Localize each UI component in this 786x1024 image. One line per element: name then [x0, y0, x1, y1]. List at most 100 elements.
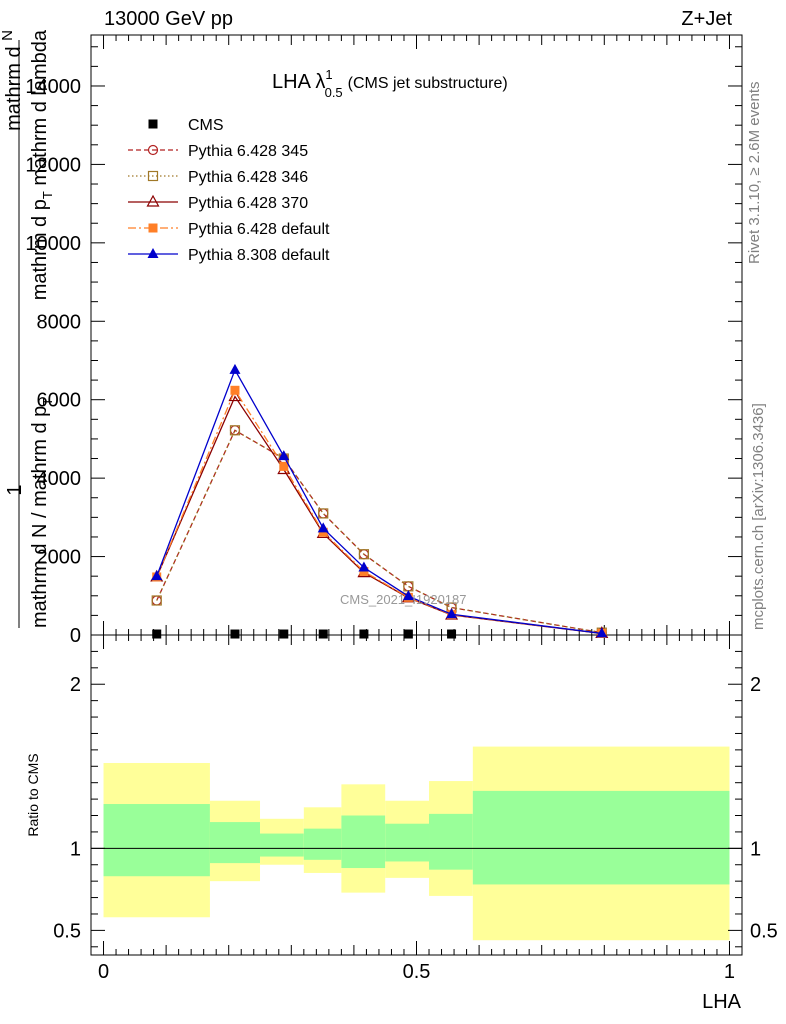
- data-point-p8def: [229, 363, 241, 374]
- data-point-p8def: [278, 450, 290, 461]
- legend-label-p345: Pythia 6.428 345: [188, 143, 308, 160]
- data-point-p8def: [596, 627, 608, 638]
- data-point-p8def: [402, 590, 414, 601]
- y-axis-label-top-line1: mathrm d: [3, 46, 25, 130]
- y-axis-label-bottom: mathrm d N / mathrm d p: [29, 406, 51, 628]
- axis-tick-labels: 0 2000 4000 6000 8000 10000 12000 14000 0 0.5 1 0.5…: [25, 76, 777, 983]
- ratio-y-tick-label-right: 2: [750, 674, 761, 696]
- data-point-p345: [318, 508, 329, 519]
- data-point-p8def: [446, 608, 458, 619]
- y-axis-label-top-line4: T: [40, 191, 55, 199]
- data-point-cms: [152, 629, 162, 639]
- legend-label-p346: Pythia 6.428 346: [188, 169, 308, 186]
- y-tick-label: 12000: [25, 154, 81, 176]
- legend-label-p8def: Pythia 8.308 default: [188, 247, 330, 264]
- y-axis-label-top-line2: N: [0, 30, 16, 41]
- x-axis-label: LHA: [702, 991, 742, 1013]
- legend: CMS Pythia 6.428 345 Pythia 6.428 346 Pythi…: [128, 117, 330, 264]
- data-point-cms: [359, 629, 369, 639]
- x-tick-label: 1: [724, 961, 735, 983]
- series-p8def: [151, 363, 608, 638]
- ratio-y-tick-label-right: 0.5: [750, 920, 778, 942]
- y-axis-label-top-line3: mathrm d p: [29, 199, 51, 300]
- legend-marker-p346: [147, 170, 159, 182]
- y-tick-label: 4000: [37, 468, 82, 490]
- legend-marker-p370: [146, 194, 160, 207]
- ratio-y-tick-label: 0.5: [53, 920, 81, 942]
- ratio-band-inner-2: [260, 833, 304, 857]
- legend-marker-p6def: [148, 223, 158, 233]
- series-cms: [152, 629, 457, 639]
- chart-title-sup: 1: [325, 67, 332, 82]
- axis-ticks: [91, 35, 742, 955]
- ratio-band-inner-1: [209, 822, 261, 864]
- series-line-p8def: [156, 368, 602, 635]
- rivet-label: Rivet 3.1.10, ≥ 2.6M events: [746, 81, 763, 265]
- ratio-y-tick-label-right: 1: [750, 838, 761, 860]
- legend-item-p345: Pythia 6.428 345: [128, 143, 308, 160]
- data-point-p6def: [279, 461, 289, 471]
- ratio-y-tick-label: 2: [70, 674, 81, 696]
- chart-title: LHA λ1 0.5 (CMS jet substructure): [272, 67, 508, 100]
- ratio-bands: [91, 746, 742, 941]
- legend-label-cms: CMS: [188, 117, 224, 134]
- y-axis-label: 1 mathrm d N mathrm d pT mathrm d lambda…: [0, 29, 55, 628]
- data-point-p346: [151, 595, 162, 606]
- data-point-p8def: [358, 561, 370, 572]
- y-axis-label-top-line5: mathrm d lambda: [29, 29, 51, 185]
- ratio-band-inner-4: [341, 815, 386, 869]
- y-axis-label-denominator: mathrm d N / mathrm d pT: [29, 398, 55, 628]
- y-tick-label: 8000: [37, 311, 82, 333]
- data-point-p345: [403, 581, 414, 592]
- legend-item-p370: Pythia 6.428 370: [128, 194, 308, 212]
- chart-title-main: LHA λ: [272, 71, 325, 93]
- legend-label-p6def: Pythia 6.428 default: [188, 221, 330, 238]
- ratio-band-inner-7: [472, 790, 730, 885]
- y-axis-label-bottom-sub: T: [40, 398, 55, 406]
- data-point-p8def: [317, 522, 329, 533]
- ratio-band-inner-0: [103, 804, 210, 877]
- mcplots-label: mcplots.cern.ch [arXiv:1306.3436]: [750, 403, 767, 630]
- x-tick-label: 0: [98, 961, 109, 983]
- ratio-band-inner-5: [385, 823, 430, 862]
- ratio-y-axis-label: Ratio to CMS: [25, 753, 41, 836]
- x-tick-label: 0.5: [403, 961, 431, 983]
- legend-marker-p8def: [147, 248, 159, 258]
- ratio-y-tick-label: 1: [70, 838, 81, 860]
- data-point-p8def: [151, 570, 163, 581]
- legend-item-cms: CMS: [148, 117, 224, 134]
- data-point-cms: [403, 629, 413, 639]
- ratio-band-inner-6: [429, 813, 473, 870]
- data-point-cms: [230, 629, 240, 639]
- y-axis-label-one: 1: [4, 484, 26, 495]
- legend-item-p6def: Pythia 6.428 default: [128, 221, 330, 238]
- y-axis-label-numerator: mathrm d N: [0, 30, 25, 131]
- y-tick-label: 0: [70, 625, 81, 647]
- legend-item-p8def: Pythia 8.308 default: [128, 247, 330, 264]
- data-point-p346: [358, 549, 370, 560]
- y-tick-label: 10000: [25, 233, 81, 255]
- y-tick-label: 6000: [37, 390, 82, 412]
- series-line-p346: [156, 429, 602, 634]
- chart-title-sub: 0.5: [325, 85, 343, 100]
- y-tick-label: 14000: [25, 76, 81, 98]
- data-point-cms: [318, 629, 328, 639]
- legend-marker-cms: [148, 119, 158, 129]
- data-point-cms: [279, 629, 289, 639]
- data-point-cms: [447, 629, 457, 639]
- data-point-p346: [318, 508, 329, 519]
- legend-marker-p345: [147, 144, 159, 156]
- data-point-p6def: [230, 385, 240, 395]
- legend-item-p346: Pythia 6.428 346: [128, 169, 308, 186]
- energy-label: 13000 GeV pp: [104, 8, 233, 30]
- series-layer: [150, 363, 609, 639]
- ratio-band-inner-3: [303, 828, 342, 860]
- watermark: CMS_2021_I1920187: [340, 592, 467, 607]
- y-tick-label: 2000: [37, 547, 82, 569]
- y-axis-label-denominator-top: mathrm d pT mathrm d lambda: [29, 29, 55, 300]
- legend-label-p370: Pythia 6.428 370: [188, 195, 308, 212]
- process-label: Z+Jet: [681, 8, 732, 30]
- chart-title-suffix: (CMS jet substructure): [348, 75, 508, 92]
- data-point-p346: [229, 425, 241, 436]
